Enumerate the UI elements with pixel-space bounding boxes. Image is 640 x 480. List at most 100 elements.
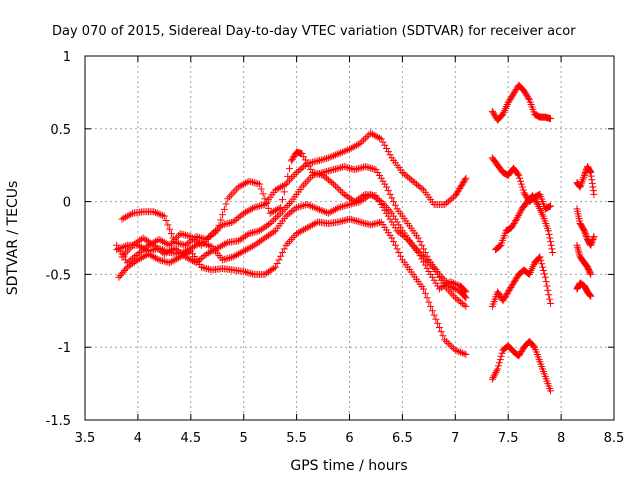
data-point: [296, 166, 304, 174]
data-point: [453, 347, 461, 355]
data-point: [287, 235, 295, 243]
data-point: [130, 258, 138, 266]
data-point: [547, 238, 555, 246]
data-point: [508, 93, 516, 101]
data-point: [331, 151, 339, 159]
data-point: [268, 218, 276, 226]
data-point: [231, 187, 239, 195]
data-point: [393, 218, 401, 226]
data-point: [347, 144, 355, 152]
data-point: [162, 247, 170, 255]
data-point: [310, 203, 318, 211]
data-point: [189, 234, 197, 242]
data-point: [282, 241, 290, 249]
data-point: [457, 182, 465, 190]
data-point: [533, 199, 541, 207]
data-point: [127, 261, 135, 269]
data-point: [254, 239, 262, 247]
data-point: [129, 259, 137, 267]
data-point: [523, 91, 531, 99]
data-point: [588, 238, 596, 246]
data-point: [430, 265, 438, 273]
data-point: [386, 190, 394, 198]
data-point: [375, 196, 383, 204]
x-axis-label: GPS time / hours: [290, 458, 407, 474]
data-point: [282, 212, 290, 220]
data-point: [372, 132, 380, 140]
data-point: [442, 199, 450, 207]
data-point: [298, 150, 306, 158]
data-point: [148, 240, 156, 248]
data-point: [206, 242, 214, 250]
data-point: [301, 225, 309, 233]
data-point: [505, 286, 513, 294]
y-tick-label: 0: [63, 196, 71, 211]
data-point: [236, 182, 244, 190]
data-point: [238, 234, 246, 242]
data-point: [370, 131, 378, 139]
data-point: [268, 229, 276, 237]
data-point: [176, 250, 184, 258]
data-point: [164, 248, 172, 256]
data-point: [271, 263, 279, 271]
data-point: [141, 252, 149, 260]
data-point: [155, 210, 163, 218]
data-point: [512, 85, 520, 93]
data-point: [428, 307, 436, 315]
data-point: [183, 254, 191, 262]
data-point: [241, 232, 249, 240]
data-point: [377, 174, 385, 182]
data-point: [446, 341, 454, 349]
data-point: [589, 235, 597, 243]
data-point: [252, 240, 260, 248]
data-point: [123, 212, 131, 220]
data-point: [303, 177, 311, 185]
data-point: [330, 152, 338, 160]
data-point: [307, 202, 315, 210]
data-point: [245, 244, 253, 252]
data-point: [139, 234, 147, 242]
series-track-5: [113, 190, 470, 310]
data-point: [227, 191, 235, 199]
series-track-10: [488, 337, 555, 395]
data-point: [517, 348, 525, 356]
data-point: [287, 157, 295, 165]
data-point: [500, 295, 508, 303]
data-point: [280, 181, 288, 189]
data-point: [185, 245, 193, 253]
data-point: [123, 263, 131, 271]
data-point: [488, 375, 496, 383]
data-point: [390, 212, 398, 220]
data-point: [259, 190, 267, 198]
data-point: [573, 243, 581, 251]
data-point: [241, 179, 249, 187]
data-point: [229, 218, 237, 226]
y-tick-label: 1: [63, 50, 71, 65]
data-point: [234, 183, 242, 191]
data-point: [264, 204, 272, 212]
data-point: [298, 227, 306, 235]
data-point: [335, 150, 343, 158]
data-point: [519, 186, 527, 194]
data-point: [587, 172, 595, 180]
data-point: [167, 258, 175, 266]
x-tick-label: 6.5: [392, 431, 413, 446]
series-track-1: [118, 148, 470, 296]
data-point: [280, 188, 288, 196]
data-point: [441, 336, 449, 344]
data-point: [391, 215, 399, 223]
data-point: [515, 210, 523, 218]
data-point: [153, 209, 161, 217]
data-point: [383, 183, 391, 191]
data-point: [507, 224, 515, 232]
data-point: [489, 109, 497, 117]
data-point: [240, 180, 248, 188]
data-point: [220, 205, 228, 213]
data-point: [388, 234, 396, 242]
data-point: [286, 209, 294, 217]
data-point: [491, 370, 499, 378]
data-point: [448, 343, 456, 351]
y-tick-labels: -1.5 -1 -0.5 0 0.5 1: [46, 50, 71, 429]
data-point: [167, 239, 175, 247]
